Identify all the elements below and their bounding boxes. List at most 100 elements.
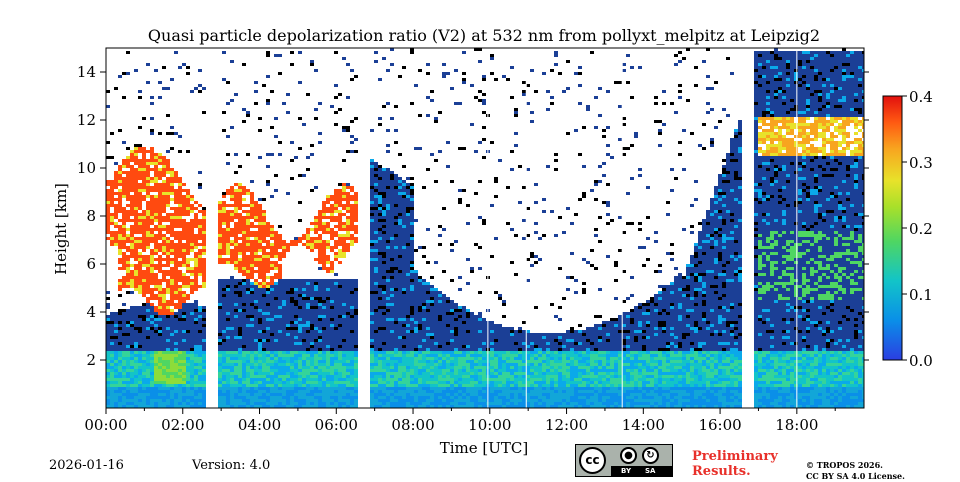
heat-cell <box>138 330 142 333</box>
heat-cell <box>418 291 422 294</box>
heat-cell <box>410 354 414 357</box>
heat-cell <box>186 357 190 360</box>
heat-cell <box>394 231 398 234</box>
heat-cell <box>242 291 246 294</box>
heat-cell <box>250 261 254 264</box>
heat-cell <box>118 171 122 174</box>
heat-cell <box>398 300 402 303</box>
heat-cell <box>134 327 138 330</box>
heat-cell <box>150 348 154 351</box>
heat-cell <box>234 243 238 246</box>
heat-cell <box>414 294 418 297</box>
heat-cell <box>146 285 150 288</box>
heat-cell <box>418 387 422 390</box>
heat-cell <box>286 192 290 195</box>
heat-cell <box>266 387 270 390</box>
heat-cell <box>402 252 406 255</box>
heat-cell <box>174 381 178 384</box>
heat-cell <box>374 195 378 198</box>
heat-cell <box>394 189 398 192</box>
heat-cell <box>314 378 318 381</box>
heat-cell <box>314 108 318 111</box>
heat-cell <box>182 327 186 330</box>
heat-cell <box>258 375 262 378</box>
heat-cell <box>110 381 114 384</box>
heat-cell <box>330 330 334 333</box>
heat-cell <box>306 384 310 387</box>
heat-cell <box>334 246 338 249</box>
heat-cell <box>306 279 310 282</box>
heat-cell <box>134 405 138 408</box>
heat-cell <box>218 378 222 381</box>
heat-cell <box>230 309 234 312</box>
heat-cell <box>398 216 402 219</box>
heat-cell <box>154 285 158 288</box>
heat-cell <box>390 279 394 282</box>
heat-cell <box>326 345 330 348</box>
heat-cell <box>182 330 186 333</box>
heat-cell <box>266 330 270 333</box>
heat-cell <box>234 264 238 267</box>
heat-cell <box>390 303 394 306</box>
heat-cell <box>150 186 154 189</box>
heat-cell <box>218 351 222 354</box>
heat-cell <box>230 303 234 306</box>
heat-cell <box>218 216 222 219</box>
heat-cell <box>402 336 406 339</box>
heat-cell <box>174 276 178 279</box>
heat-cell <box>266 234 270 237</box>
heat-cell <box>146 354 150 357</box>
heat-cell <box>114 327 118 330</box>
heat-cell <box>274 393 278 396</box>
heat-cell <box>186 363 190 366</box>
heat-cell <box>158 225 162 228</box>
heat-cell <box>250 216 254 219</box>
heat-cell <box>106 222 110 225</box>
heat-cell <box>226 375 230 378</box>
heat-cell <box>310 327 314 330</box>
heat-cell <box>374 345 378 348</box>
heat-cell <box>338 213 342 216</box>
heat-cell <box>138 189 142 192</box>
heat-cell <box>306 345 310 348</box>
heat-cell <box>254 246 258 249</box>
heat-cell <box>194 399 198 402</box>
heat-cell <box>406 219 410 222</box>
heat-cell <box>418 300 422 303</box>
heat-cell <box>306 315 310 318</box>
heat-cell <box>166 375 170 378</box>
heat-cell <box>122 237 126 240</box>
heat-cell <box>306 231 310 234</box>
heat-cell <box>234 396 238 399</box>
heat-cell <box>130 375 134 378</box>
heat-cell <box>334 279 338 282</box>
heat-cell <box>342 234 346 237</box>
heat-cell <box>218 369 222 372</box>
heat-cell <box>190 234 194 237</box>
heat-cell <box>314 288 318 291</box>
heat-cell <box>266 99 270 102</box>
heat-cell <box>370 189 374 192</box>
heat-cell <box>390 315 394 318</box>
heat-cell <box>306 309 310 312</box>
heat-cell <box>346 372 350 375</box>
heat-cell <box>114 204 118 207</box>
heat-cell <box>166 198 170 201</box>
heat-cell <box>374 291 378 294</box>
heat-cell <box>282 366 286 369</box>
heat-cell <box>330 216 334 219</box>
heat-cell <box>382 303 386 306</box>
heat-cell <box>154 288 158 291</box>
heat-cell <box>302 342 306 345</box>
heat-cell <box>410 276 414 279</box>
heat-cell <box>150 150 154 153</box>
heat-cell <box>274 336 278 339</box>
heat-cell <box>314 381 318 384</box>
heat-cell <box>310 153 314 156</box>
heat-cell <box>162 381 166 384</box>
heat-cell <box>110 222 114 225</box>
heat-cell <box>162 228 166 231</box>
heat-cell <box>378 399 382 402</box>
heat-cell <box>166 342 170 345</box>
heat-cell <box>150 270 154 273</box>
